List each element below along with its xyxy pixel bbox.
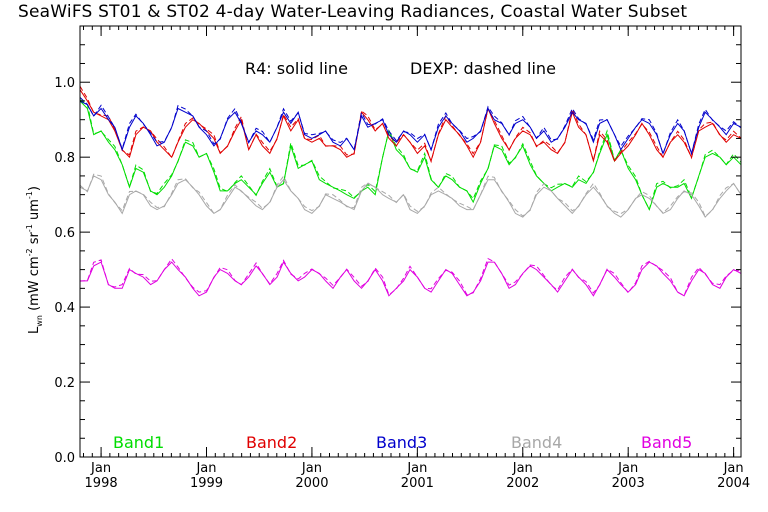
y-label-mid2: um	[27, 199, 42, 224]
y-tick-label: 0.6	[54, 226, 75, 241]
y-label-mid: sr	[27, 232, 42, 249]
series-band4-r4-line	[79, 175, 742, 218]
legend-entry-band3: Band3	[376, 433, 427, 452]
annotation-dexp: DEXP: dashed line	[410, 59, 556, 78]
x-tick-year-label: 2003	[612, 476, 645, 491]
x-tick-month-label: Jan	[90, 461, 111, 476]
series-band1-r4-line	[79, 100, 742, 211]
annotation-r4: R4: solid line	[245, 59, 348, 78]
y-label-exp3: -1	[25, 191, 34, 199]
y-label-exp1: -2	[25, 248, 34, 256]
legend-entry-band1: Band1	[113, 433, 164, 452]
y-label-main: L	[27, 326, 42, 334]
series-band5-r4-line	[80, 261, 742, 297]
x-tick-month-label: Jan	[195, 461, 216, 476]
series-band3-r4-line	[79, 100, 742, 156]
x-tick-year-label: 2000	[295, 476, 328, 491]
y-tick-label: 0.8	[54, 151, 75, 166]
series-band2-r4-line	[79, 89, 742, 163]
series-layer	[79, 86, 742, 297]
y-label-sub: wn	[35, 315, 44, 327]
y-label-units: (mW cm	[27, 256, 42, 315]
x-tick-year-label: 1998	[85, 476, 118, 491]
legend-entry-band2: Band2	[246, 433, 297, 452]
x-tick-month-label: Jan	[512, 461, 533, 476]
axis-layer: 0.00.20.40.60.81.0Jan1998Jan1999Jan2000J…	[54, 25, 750, 491]
series-band3-dexp-line	[79, 97, 742, 156]
plot-frame	[79, 25, 742, 458]
x-tick-month-label: Jan	[406, 461, 427, 476]
y-tick-label: 0.2	[54, 376, 75, 391]
y-axis-label: Lwn (mW cm-2 sr-1 um-1)	[25, 186, 44, 334]
x-tick-year-label: 1999	[190, 476, 223, 491]
y-tick-label: 0.0	[54, 451, 75, 466]
y-label-close: )	[27, 186, 42, 191]
x-tick-year-label: 2002	[506, 476, 539, 491]
legend-layer: Band1 Band2 Band3 Band4 Band5	[113, 433, 692, 452]
legend-entry-band5: Band5	[641, 433, 692, 452]
legend-entry-band4: Band4	[511, 433, 562, 452]
x-tick-month-label: Jan	[617, 461, 638, 476]
y-label-exp2: -1	[25, 224, 34, 232]
x-tick-year-label: 2001	[401, 476, 434, 491]
y-tick-label: 0.4	[54, 301, 75, 316]
x-tick-month-label: Jan	[301, 461, 322, 476]
y-tick-label: 1.0	[54, 76, 75, 91]
series-band5-dexp-line	[79, 257, 742, 297]
chart-title: SeaWiFS ST01 & ST02 4-day Water-Leaving …	[18, 2, 688, 22]
x-tick-year-label: 2004	[717, 476, 750, 491]
x-tick-month-label: Jan	[723, 461, 744, 476]
series-band1-dexp-line	[79, 99, 742, 211]
